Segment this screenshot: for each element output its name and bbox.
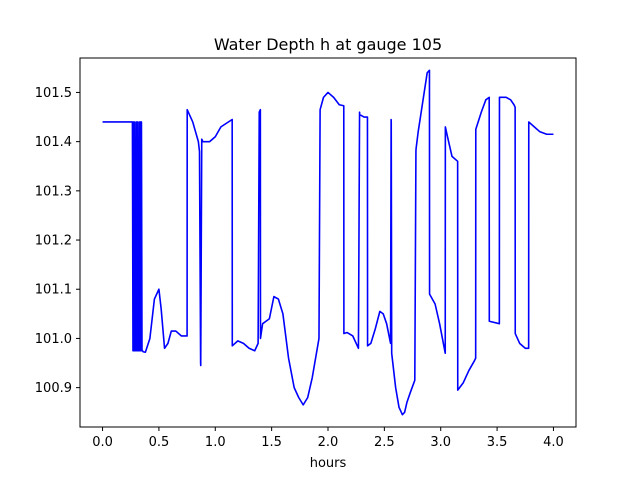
y-tick-label: 101.1 (35, 283, 72, 298)
x-tick-label: 3.0 (430, 435, 451, 450)
y-tick-label: 101.0 (35, 332, 72, 347)
y-tick-label: 101.2 (35, 234, 72, 249)
water-depth-series-line (102, 69, 554, 416)
x-tick-label: 4.0 (543, 435, 564, 450)
x-tick-label: 0.0 (92, 435, 113, 450)
y-tick-label: 101.5 (35, 86, 72, 101)
x-axis-label: hours (310, 456, 347, 471)
x-tick-label: 3.5 (487, 435, 508, 450)
x-tick-label: 0.5 (149, 435, 170, 450)
x-tick-label: 2.0 (318, 435, 339, 450)
y-tick-label: 101.4 (35, 135, 72, 150)
y-axis-ticks: 100.9 101.0 101.1 101.2 101.3 101.4 101.5 (35, 86, 80, 396)
y-tick-label: 101.3 (35, 184, 72, 199)
chart-title: Water Depth h at gauge 105 (214, 35, 442, 54)
x-tick-label: 1.0 (205, 435, 226, 450)
plot-area-frame (79, 57, 577, 428)
x-tick-label: 2.5 (374, 435, 395, 450)
y-tick-label: 100.9 (35, 381, 72, 396)
x-tick-label: 1.5 (261, 435, 282, 450)
x-axis-ticks: 0.0 0.5 1.0 1.5 2.0 2.5 3.0 3.5 4.0 (92, 427, 564, 450)
